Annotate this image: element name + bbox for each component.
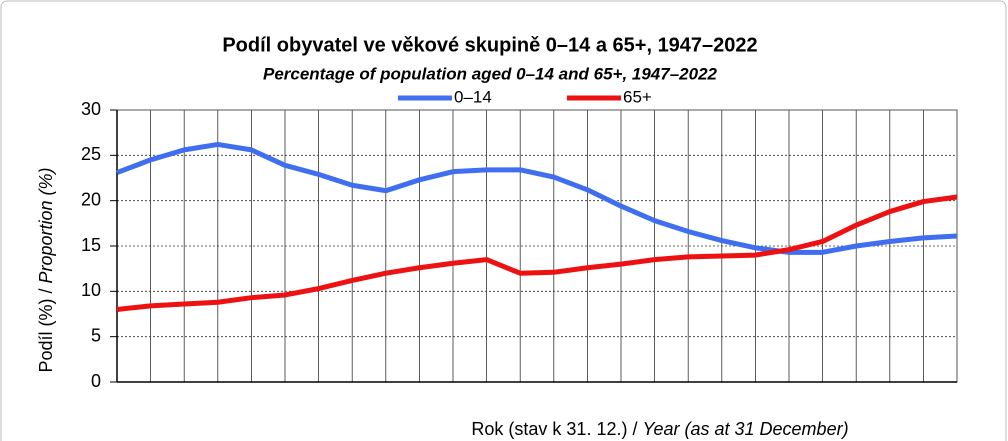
line-series — [116, 194, 958, 312]
x-label-part: Year (as at 31 December) — [642, 419, 848, 439]
line-series — [116, 141, 958, 255]
y-label-part: Podíl (%) / — [36, 284, 56, 373]
x-label-part: Rok (stav k 31. 12.) / — [471, 419, 642, 439]
y-label-part: Proportion (%) — [36, 167, 56, 283]
chart-title: Podíl obyvatel ve věkové skupině 0–14 a … — [222, 34, 757, 56]
y-axis-label: Podíl (%) / Proportion (%) — [36, 167, 56, 372]
y-tick-label: 20 — [81, 189, 101, 209]
y-tick-label: 5 — [91, 325, 101, 345]
legend-label: 65+ — [623, 87, 652, 106]
legend-label: 0–14 — [454, 87, 492, 106]
y-tick-label: 15 — [81, 235, 101, 255]
y-tick-label: 25 — [81, 144, 101, 164]
y-tick-label: 10 — [81, 280, 101, 300]
x-axis-label: Rok (stav k 31. 12.) / Year (as at 31 De… — [471, 419, 848, 439]
y-tick-label: 0 — [91, 371, 101, 391]
y-tick-label: 30 — [81, 99, 101, 119]
chart-subtitle: Percentage of population aged 0–14 and 6… — [263, 64, 718, 83]
